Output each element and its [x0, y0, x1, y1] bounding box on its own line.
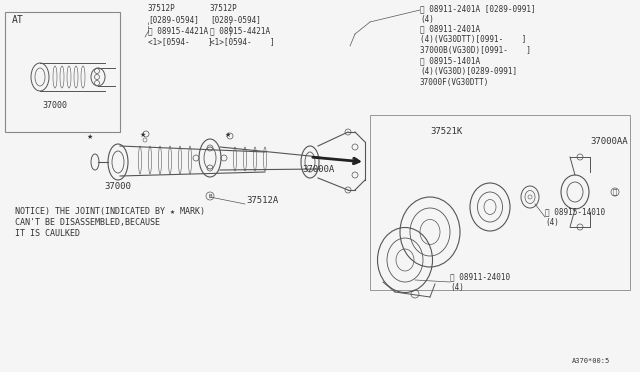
Text: AT: AT: [12, 15, 24, 25]
Text: 37000: 37000: [104, 182, 131, 191]
Text: Ⓝ 08911-2401A [0289-0991]
(4): Ⓝ 08911-2401A [0289-0991] (4): [420, 4, 536, 24]
Text: 37512P
[0289-0594]
⒦ 08915-4421A
<1>[0594-    ]: 37512P [0289-0594] ⒦ 08915-4421A <1>[059…: [210, 4, 275, 46]
Bar: [5, 12, 120, 132]
Text: 37512A: 37512A: [246, 196, 278, 205]
Text: ⒦ 08915-14010
(4): ⒦ 08915-14010 (4): [545, 207, 605, 227]
Text: 37000: 37000: [42, 101, 67, 110]
Text: A370*00:5: A370*00:5: [572, 358, 610, 364]
Text: NOTICE) THE JOINT(INDICATED BY ★ MARK)
CAN'T BE DISASSEMBLED,BECAUSE
IT IS CAULK: NOTICE) THE JOINT(INDICATED BY ★ MARK) C…: [15, 207, 205, 238]
Text: 37000A: 37000A: [302, 165, 334, 174]
Text: ★: ★: [225, 132, 231, 138]
Text: ⒦: ⒦: [613, 189, 617, 195]
Bar: [370, 115, 630, 290]
Text: B: B: [208, 193, 212, 199]
Text: ⒦ 08915-1401A
(4)(VG30D)[0289-0991]
37000F(VG30DTT): ⒦ 08915-1401A (4)(VG30D)[0289-0991] 3700…: [420, 56, 517, 87]
Text: 37512P
[0289-0594]
⒦ 08915-4421A
<1>[0594-    ]: 37512P [0289-0594] ⒦ 08915-4421A <1>[059…: [148, 4, 212, 46]
Text: ★: ★: [140, 132, 146, 138]
Text: Ⓝ 08911-24010
(4): Ⓝ 08911-24010 (4): [450, 272, 510, 292]
Text: 37000AA: 37000AA: [590, 137, 628, 146]
Text: ★: ★: [87, 134, 93, 140]
Text: Ⓝ 08911-2401A
(4)(VG30DTT)[0991-    ]
37000B(VG30D)[0991-    ]: Ⓝ 08911-2401A (4)(VG30DTT)[0991- ] 37000…: [420, 24, 531, 55]
Text: 37521K: 37521K: [430, 127, 462, 136]
